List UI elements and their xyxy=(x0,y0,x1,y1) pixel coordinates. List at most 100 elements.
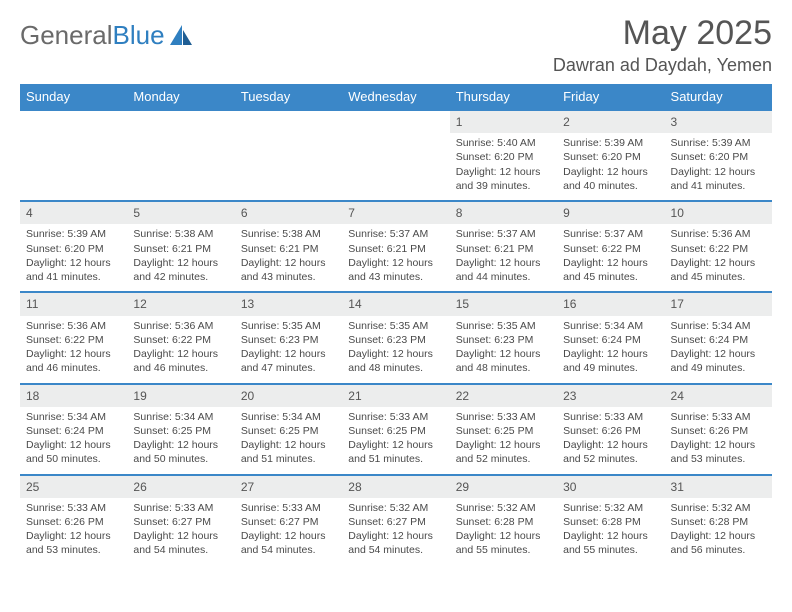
sunrise-text: Sunrise: 5:33 AM xyxy=(671,410,766,424)
day-number: 10 xyxy=(665,201,772,224)
day-info: Sunrise: 5:37 AMSunset: 6:22 PMDaylight:… xyxy=(557,224,664,292)
daylight-line2: and 42 minutes. xyxy=(133,270,228,284)
day-info: Sunrise: 5:33 AMSunset: 6:26 PMDaylight:… xyxy=(557,407,664,475)
sunrise-text: Sunrise: 5:33 AM xyxy=(456,410,551,424)
daylight-line1: Daylight: 12 hours xyxy=(133,347,228,361)
daylight-line1: Daylight: 12 hours xyxy=(26,438,121,452)
day-info: Sunrise: 5:39 AMSunset: 6:20 PMDaylight:… xyxy=(557,133,664,201)
day-info: Sunrise: 5:36 AMSunset: 6:22 PMDaylight:… xyxy=(20,316,127,384)
sunrise-text: Sunrise: 5:36 AM xyxy=(133,319,228,333)
sunset-text: Sunset: 6:24 PM xyxy=(26,424,121,438)
daynum-row: 18192021222324 xyxy=(20,384,772,407)
day-info: Sunrise: 5:36 AMSunset: 6:22 PMDaylight:… xyxy=(665,224,772,292)
brand-sail-icon xyxy=(168,25,194,47)
daylight-line2: and 54 minutes. xyxy=(133,543,228,557)
day-empty-info xyxy=(342,133,449,201)
daylight-line2: and 49 minutes. xyxy=(563,361,658,375)
daynum-row: 25262728293031 xyxy=(20,475,772,498)
sunset-text: Sunset: 6:25 PM xyxy=(456,424,551,438)
day-info: Sunrise: 5:37 AMSunset: 6:21 PMDaylight:… xyxy=(342,224,449,292)
day-number: 15 xyxy=(450,292,557,315)
sunset-text: Sunset: 6:22 PM xyxy=(26,333,121,347)
col-friday: Friday xyxy=(557,84,664,110)
col-tuesday: Tuesday xyxy=(235,84,342,110)
day-info: Sunrise: 5:34 AMSunset: 6:25 PMDaylight:… xyxy=(127,407,234,475)
sunrise-text: Sunrise: 5:34 AM xyxy=(26,410,121,424)
day-empty-info xyxy=(127,133,234,201)
sunrise-text: Sunrise: 5:34 AM xyxy=(241,410,336,424)
day-number: 25 xyxy=(20,475,127,498)
day-number: 29 xyxy=(450,475,557,498)
day-number: 12 xyxy=(127,292,234,315)
daylight-line2: and 54 minutes. xyxy=(241,543,336,557)
sunset-text: Sunset: 6:21 PM xyxy=(348,242,443,256)
day-info: Sunrise: 5:35 AMSunset: 6:23 PMDaylight:… xyxy=(342,316,449,384)
sunset-text: Sunset: 6:21 PM xyxy=(241,242,336,256)
day-info: Sunrise: 5:34 AMSunset: 6:24 PMDaylight:… xyxy=(20,407,127,475)
sunrise-text: Sunrise: 5:35 AM xyxy=(456,319,551,333)
sunset-text: Sunset: 6:23 PM xyxy=(456,333,551,347)
sunrise-text: Sunrise: 5:33 AM xyxy=(563,410,658,424)
sunset-text: Sunset: 6:28 PM xyxy=(563,515,658,529)
sunset-text: Sunset: 6:26 PM xyxy=(563,424,658,438)
daylight-line1: Daylight: 12 hours xyxy=(456,256,551,270)
day-number: 21 xyxy=(342,384,449,407)
day-number: 11 xyxy=(20,292,127,315)
calendar-body: 123Sunrise: 5:40 AMSunset: 6:20 PMDaylig… xyxy=(20,110,772,566)
daylight-line1: Daylight: 12 hours xyxy=(241,256,336,270)
day-number: 4 xyxy=(20,201,127,224)
day-empty xyxy=(342,110,449,133)
daylight-line1: Daylight: 12 hours xyxy=(241,529,336,543)
day-info: Sunrise: 5:34 AMSunset: 6:25 PMDaylight:… xyxy=(235,407,342,475)
info-row: Sunrise: 5:33 AMSunset: 6:26 PMDaylight:… xyxy=(20,498,772,566)
day-number: 17 xyxy=(665,292,772,315)
daylight-line1: Daylight: 12 hours xyxy=(133,256,228,270)
daylight-line2: and 50 minutes. xyxy=(133,452,228,466)
day-info: Sunrise: 5:35 AMSunset: 6:23 PMDaylight:… xyxy=(450,316,557,384)
sunrise-text: Sunrise: 5:35 AM xyxy=(241,319,336,333)
sunrise-text: Sunrise: 5:36 AM xyxy=(26,319,121,333)
daylight-line1: Daylight: 12 hours xyxy=(348,347,443,361)
day-number: 20 xyxy=(235,384,342,407)
daylight-line2: and 44 minutes. xyxy=(456,270,551,284)
sunrise-text: Sunrise: 5:37 AM xyxy=(563,227,658,241)
daylight-line1: Daylight: 12 hours xyxy=(348,438,443,452)
day-number: 8 xyxy=(450,201,557,224)
day-empty-info xyxy=(20,133,127,201)
sunset-text: Sunset: 6:26 PM xyxy=(26,515,121,529)
brand-part1: General xyxy=(20,20,113,51)
day-number: 14 xyxy=(342,292,449,315)
daylight-line1: Daylight: 12 hours xyxy=(26,529,121,543)
title-block: May 2025 Dawran ad Daydah, Yemen xyxy=(553,14,772,76)
sunset-text: Sunset: 6:27 PM xyxy=(133,515,228,529)
col-saturday: Saturday xyxy=(665,84,772,110)
sunset-text: Sunset: 6:27 PM xyxy=(241,515,336,529)
daylight-line2: and 41 minutes. xyxy=(26,270,121,284)
sunrise-text: Sunrise: 5:38 AM xyxy=(133,227,228,241)
daylight-line1: Daylight: 12 hours xyxy=(348,256,443,270)
sunrise-text: Sunrise: 5:35 AM xyxy=(348,319,443,333)
daylight-line1: Daylight: 12 hours xyxy=(563,438,658,452)
day-number: 6 xyxy=(235,201,342,224)
sunset-text: Sunset: 6:20 PM xyxy=(671,150,766,164)
sunrise-text: Sunrise: 5:38 AM xyxy=(241,227,336,241)
sunrise-text: Sunrise: 5:33 AM xyxy=(133,501,228,515)
daylight-line1: Daylight: 12 hours xyxy=(563,529,658,543)
day-number: 16 xyxy=(557,292,664,315)
daylight-line1: Daylight: 12 hours xyxy=(133,438,228,452)
location-text: Dawran ad Daydah, Yemen xyxy=(553,55,772,76)
daylight-line2: and 52 minutes. xyxy=(456,452,551,466)
day-number: 31 xyxy=(665,475,772,498)
daylight-line1: Daylight: 12 hours xyxy=(133,529,228,543)
sunset-text: Sunset: 6:22 PM xyxy=(671,242,766,256)
daylight-line2: and 43 minutes. xyxy=(241,270,336,284)
sunset-text: Sunset: 6:21 PM xyxy=(133,242,228,256)
month-title: May 2025 xyxy=(553,14,772,53)
day-info: Sunrise: 5:37 AMSunset: 6:21 PMDaylight:… xyxy=(450,224,557,292)
weekday-header-row: Sunday Monday Tuesday Wednesday Thursday… xyxy=(20,84,772,110)
sunrise-text: Sunrise: 5:33 AM xyxy=(26,501,121,515)
sunrise-text: Sunrise: 5:40 AM xyxy=(456,136,551,150)
day-info: Sunrise: 5:32 AMSunset: 6:28 PMDaylight:… xyxy=(665,498,772,566)
sunrise-text: Sunrise: 5:34 AM xyxy=(671,319,766,333)
day-number: 28 xyxy=(342,475,449,498)
